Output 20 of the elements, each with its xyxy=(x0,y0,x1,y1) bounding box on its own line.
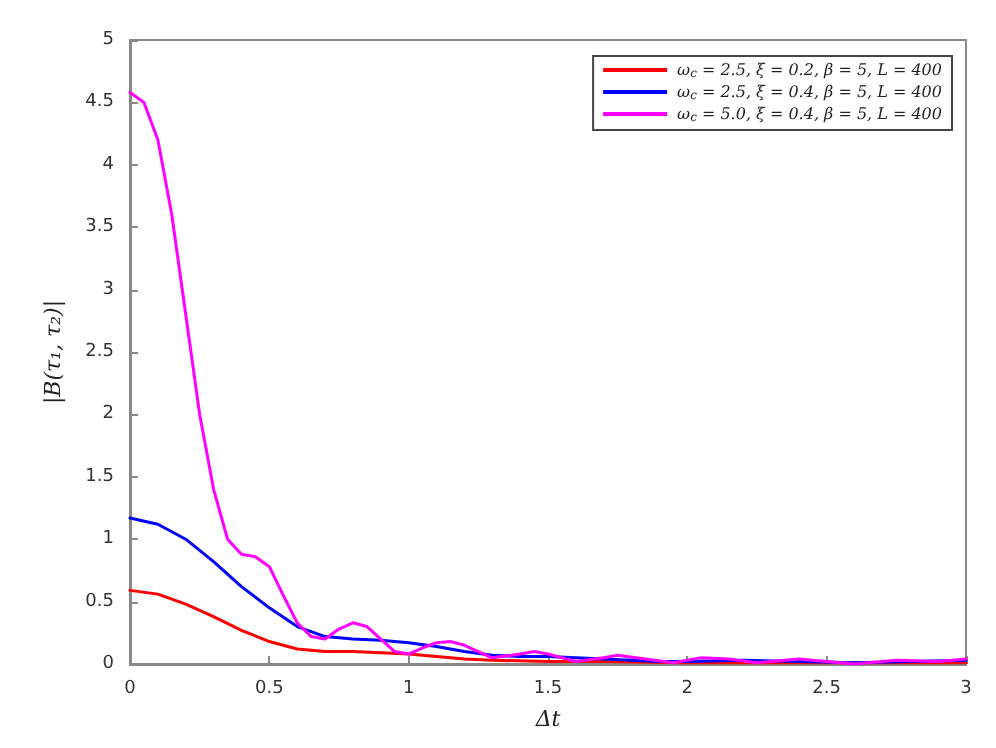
y-tick-label: 0 xyxy=(102,654,115,674)
y-tick-label: 3.5 xyxy=(85,217,114,238)
x-tick-label: 1.5 xyxy=(533,679,563,699)
y-tick-label: 4.5 xyxy=(85,92,114,113)
y-tick-label: 2 xyxy=(102,404,114,425)
y-tick-label: 4 xyxy=(102,154,115,175)
y-tick-label: 0.5 xyxy=(85,591,114,612)
x-tick-label: 1 xyxy=(402,679,415,699)
y-tick-label: 1 xyxy=(102,529,114,550)
y-axis-title: |B(τ₁, τ₂)| xyxy=(39,299,66,405)
y-tick-label: 5 xyxy=(102,30,114,50)
x-tick-label: 3 xyxy=(960,679,972,699)
y-tick-label: 3 xyxy=(102,279,114,300)
x-tick-label: 2 xyxy=(681,679,694,699)
x-tick-label: 0 xyxy=(124,679,137,699)
x-axis-title: Δt xyxy=(533,705,562,732)
y-tick-label: 2.5 xyxy=(85,342,114,362)
y-tick-label: 1.5 xyxy=(85,466,114,487)
x-tick-label: 2.5 xyxy=(812,679,841,699)
x-tick-label: 0.5 xyxy=(255,679,284,699)
